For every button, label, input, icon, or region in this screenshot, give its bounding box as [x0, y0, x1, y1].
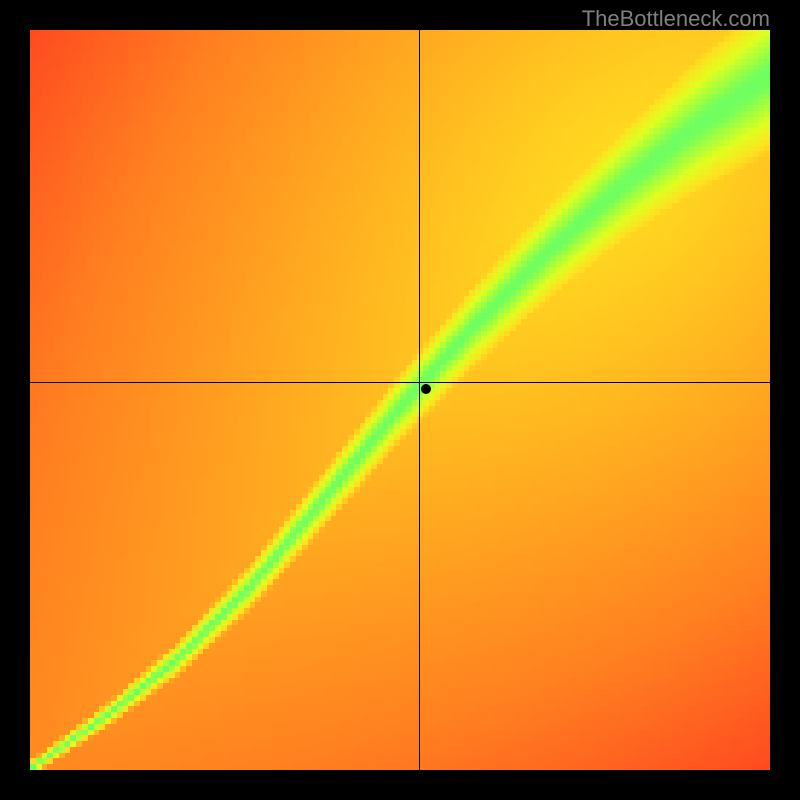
- crosshair-horizontal: [30, 382, 770, 383]
- heatmap-plot: [30, 30, 770, 770]
- marker-dot: [421, 384, 431, 394]
- watermark-text: TheBottleneck.com: [582, 6, 770, 32]
- crosshair-vertical: [419, 30, 420, 770]
- heatmap-canvas: [30, 30, 770, 770]
